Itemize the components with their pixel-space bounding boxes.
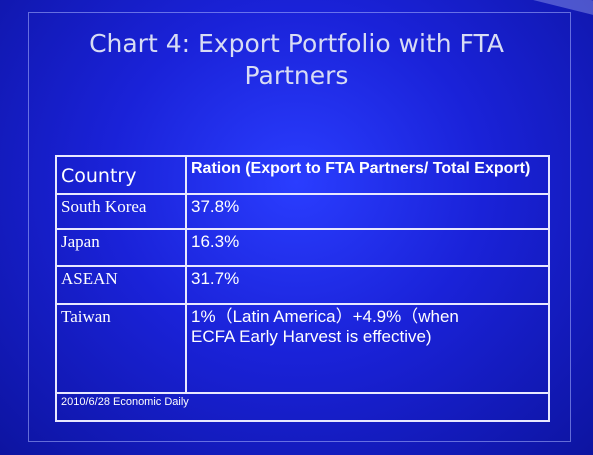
country-cell: ASEAN bbox=[55, 265, 187, 305]
row: Japan 16.3% bbox=[55, 228, 550, 267]
row: South Korea 37.8% bbox=[55, 193, 550, 230]
slide-title: Chart 4: Export Portfolio with FTA Partn… bbox=[89, 29, 504, 90]
country-cell: Japan bbox=[55, 228, 187, 267]
country-cell: Taiwan bbox=[55, 303, 187, 394]
header-cell: Ration (Export to FTA Partners/ Total Ex… bbox=[185, 155, 550, 195]
header-cell: Country bbox=[55, 155, 187, 195]
source-row: 2010/6/28 Economic Daily bbox=[55, 392, 550, 422]
row: Taiwan 1%（Latin America）+4.9%（when ECFA … bbox=[55, 303, 550, 394]
frame bbox=[28, 12, 571, 442]
ratio-cell: 1%（Latin America）+4.9%（when ECFA Early H… bbox=[185, 303, 550, 394]
country-cell: South Korea bbox=[55, 193, 187, 230]
ratio-cell: 37.8% bbox=[185, 193, 550, 230]
ratio-cell: 16.3% bbox=[185, 228, 550, 267]
header-row: Country Ration (Export to FTA Partners/ … bbox=[55, 155, 550, 195]
row: ASEAN 31.7% bbox=[55, 265, 550, 305]
source-cell: 2010/6/28 Economic Daily bbox=[55, 392, 550, 422]
ratio-cell: 31.7% bbox=[185, 265, 550, 305]
data-table: Country Ration (Export to FTA Partners/ … bbox=[55, 155, 550, 422]
